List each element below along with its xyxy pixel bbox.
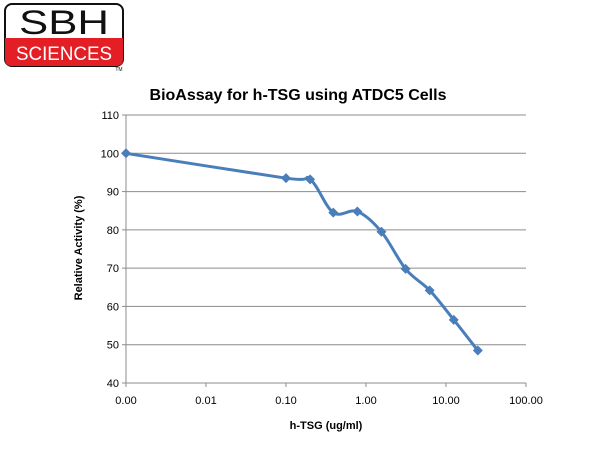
chart-title: BioAssay for h-TSG using ATDC5 Cells [150, 87, 447, 104]
data-point-marker [121, 148, 131, 159]
data-point-marker [305, 174, 316, 185]
y-tick-label: 60 [107, 301, 119, 313]
logo-sciences-text: SCIENCES [16, 44, 112, 65]
y-tick-label: 70 [107, 263, 119, 275]
x-tick-label: 100.00 [509, 395, 543, 407]
series-line-group [124, 151, 480, 352]
data-point-marker [328, 207, 339, 218]
logo-trademark: TM [115, 67, 122, 72]
x-tick-labels: 0.00 0.01 0.10 1.00 10.00 100.00 [115, 395, 543, 407]
data-point-marker [376, 226, 387, 237]
data-markers [121, 148, 483, 356]
series-line [124, 151, 480, 352]
data-point-marker [424, 285, 435, 296]
y-tick-label: 80 [107, 225, 119, 237]
x-tick-label: 0.00 [115, 395, 136, 407]
x-axis-title: h-TSG (ug/ml) [290, 420, 363, 432]
data-point-marker [472, 345, 483, 356]
y-tick-label: 40 [107, 378, 119, 390]
axes [122, 114, 527, 387]
data-point-marker [448, 314, 459, 325]
y-tick-labels: 40 50 60 70 80 90 100 110 [101, 110, 119, 390]
x-tick-label: 0.01 [195, 395, 216, 407]
x-tick-label: 1.00 [355, 395, 376, 407]
data-point-marker [400, 263, 411, 274]
data-point-marker [281, 173, 291, 184]
y-tick-label: 100 [101, 148, 119, 160]
sbh-sciences-logo: SBH SCIENCES TM [4, 3, 124, 72]
x-tick-label: 10.00 [432, 395, 460, 407]
y-tick-label: 50 [107, 340, 119, 352]
y-tick-label: 90 [107, 187, 119, 199]
y-axis-title: Relative Activity (%) [73, 195, 85, 300]
gridlines [126, 114, 526, 346]
logo-sbh-text: SBH [19, 4, 109, 42]
data-point-marker [352, 206, 363, 217]
y-tick-label: 110 [101, 110, 119, 122]
x-tick-label: 0.10 [275, 395, 296, 407]
